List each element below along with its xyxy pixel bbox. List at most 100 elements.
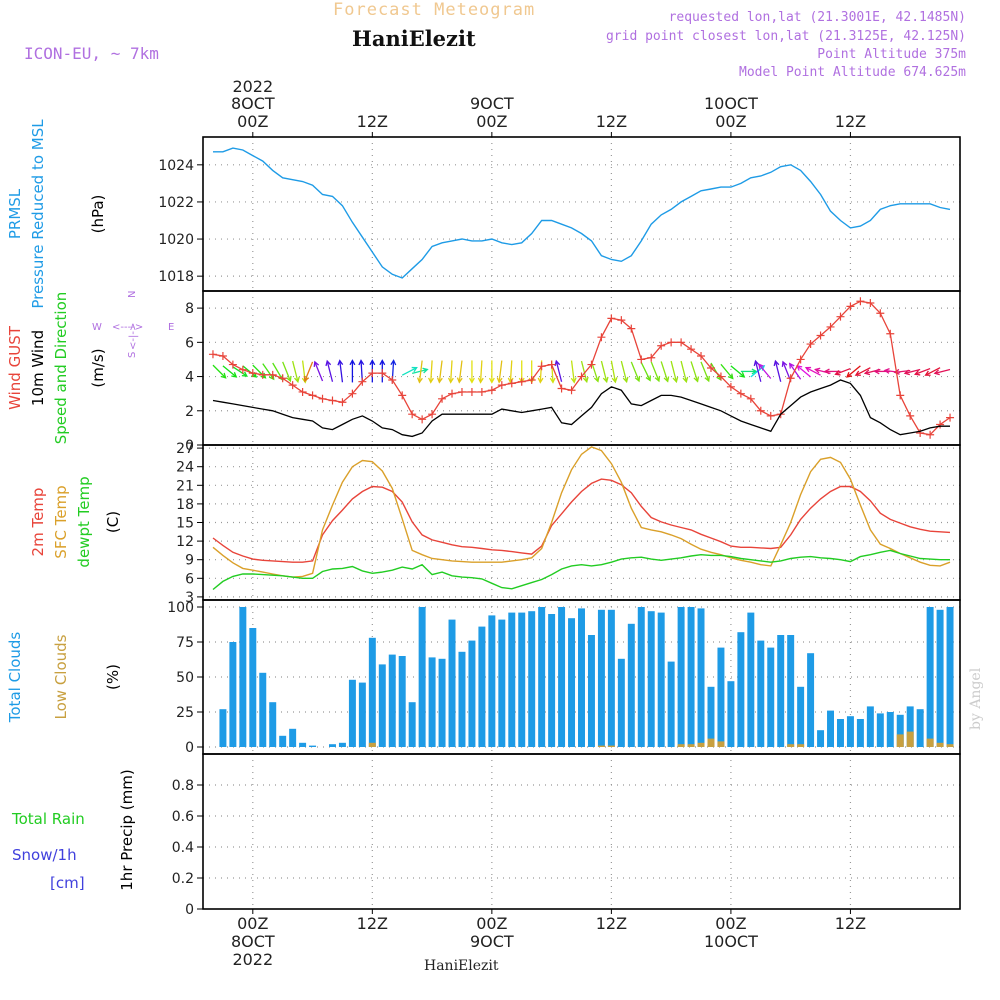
wind-arrow: [600, 360, 608, 382]
wind-arrowhead: [231, 372, 238, 378]
gust-marker: [936, 420, 945, 429]
wind-arrow: [498, 360, 503, 383]
footer-location: HaniElezit: [424, 958, 499, 974]
bottom-time-label: 00Z: [237, 914, 268, 933]
total-cloud-bar: [348, 679, 356, 747]
total-cloud-bar: [458, 651, 466, 747]
temp-tick-label: 12: [176, 534, 194, 550]
total-cloud-bar: [508, 612, 516, 747]
wind-arrow: [326, 360, 334, 382]
total-cloud-bar: [239, 607, 247, 747]
wind-arrowhead: [903, 369, 910, 376]
total-cloud-bar: [538, 607, 546, 747]
wind-arrowhead: [693, 376, 700, 383]
gust-marker: [487, 386, 496, 395]
total-cloud-bar: [219, 709, 227, 747]
total-cloud-bar: [667, 661, 675, 747]
precip-tick-label: 0.6: [172, 809, 194, 825]
low-cloud-label: Low Clouds: [52, 634, 70, 719]
gust-marker: [398, 391, 407, 400]
total-cloud-bar: [687, 607, 695, 747]
gust-marker: [298, 387, 307, 396]
wind-arrowhead: [379, 359, 386, 366]
gust-marker: [567, 386, 576, 395]
wind-arrowhead: [863, 369, 871, 376]
gust-marker: [816, 331, 825, 340]
top-time-label: 12Z: [835, 112, 866, 131]
wind-arrowhead: [611, 377, 618, 384]
total-cloud-bar: [886, 712, 894, 747]
total-cloud-bar: [707, 686, 715, 747]
wind-arrow: [555, 360, 563, 382]
gust-marker: [677, 338, 686, 347]
top-time-label: 8OCT: [231, 94, 275, 113]
total-cloud-bar: [528, 611, 536, 747]
gust-marker: [457, 387, 466, 396]
total-cloud-bar: [309, 745, 317, 747]
total-cloud-bar: [866, 706, 874, 747]
wind-arrowhead: [933, 369, 940, 376]
wind-speed-line: [212, 379, 950, 438]
gust-marker: [208, 350, 217, 359]
wind-arrowhead: [303, 375, 310, 383]
wind-arrowhead: [834, 370, 841, 376]
compass-e: E: [168, 322, 174, 333]
temp-tick-label: 21: [176, 478, 194, 494]
wind-tick-label: 2: [185, 404, 194, 420]
total-cloud-bar: [498, 619, 506, 747]
low-cloud-bar: [687, 744, 695, 747]
pressure-label: PRMSL: [6, 188, 24, 239]
gust-marker: [228, 360, 237, 369]
compass-w: W: [92, 322, 102, 333]
cloud-tick-label: 100: [167, 600, 194, 616]
wind-arrow: [904, 368, 921, 374]
gust-marker: [896, 391, 905, 400]
total-cloud-bar: [647, 611, 655, 747]
low-cloud-bar: [368, 742, 376, 747]
gust-marker: [726, 382, 735, 391]
low-cloud-bar: [906, 731, 914, 747]
top-time-label: 10OCT: [704, 94, 758, 113]
wind-arrowhead: [456, 377, 463, 384]
wind-arrowhead: [823, 368, 830, 375]
total-cloud-bar: [797, 686, 805, 747]
wind-arrow: [640, 362, 651, 381]
wind-arrowhead: [893, 368, 900, 375]
wind-arrow: [730, 365, 745, 378]
wind-arrowhead: [654, 375, 661, 383]
gust-marker: [418, 415, 427, 424]
gust-marker: [667, 338, 676, 347]
wind-arrow: [915, 367, 931, 375]
gust-marker: [846, 302, 855, 311]
compass-s: S: [127, 352, 138, 358]
wind-arrow: [846, 365, 861, 378]
wind-arrow: [610, 360, 617, 383]
wind-label: 10m Wind: [29, 330, 47, 406]
wind-arrow: [789, 363, 802, 380]
total-cloud-bar: [249, 628, 257, 747]
wind-arrowhead: [241, 371, 248, 377]
gust-marker: [438, 394, 447, 403]
temp2m-label: 2m Temp: [29, 488, 47, 557]
total-cloud-bar: [767, 647, 775, 747]
wind-arrowhead: [582, 376, 589, 384]
bottom-time-label: 12Z: [357, 914, 388, 933]
temp-tick-label: 6: [185, 571, 194, 587]
total-cloud-bar: [777, 635, 785, 747]
total-cloud-bar: [418, 607, 426, 747]
gust-marker: [736, 389, 745, 398]
gust-marker: [756, 406, 765, 415]
wind-arrow: [796, 365, 812, 378]
top-time-label: 00Z: [715, 112, 746, 131]
gust-marker: [637, 355, 646, 364]
total-cloud-bar: [717, 647, 725, 747]
wind-arrow: [509, 360, 513, 383]
top-time-label: 12Z: [357, 112, 388, 131]
bottom-time-label: 00Z: [476, 914, 507, 933]
wind-arrowhead: [313, 360, 320, 367]
pressure-tick-label: 1024: [158, 158, 194, 174]
gust-marker: [766, 411, 775, 420]
wind-arrow: [401, 367, 417, 376]
dewpoint-label: dewpt Temp: [75, 476, 93, 567]
wind-tick-label: 8: [185, 301, 194, 317]
